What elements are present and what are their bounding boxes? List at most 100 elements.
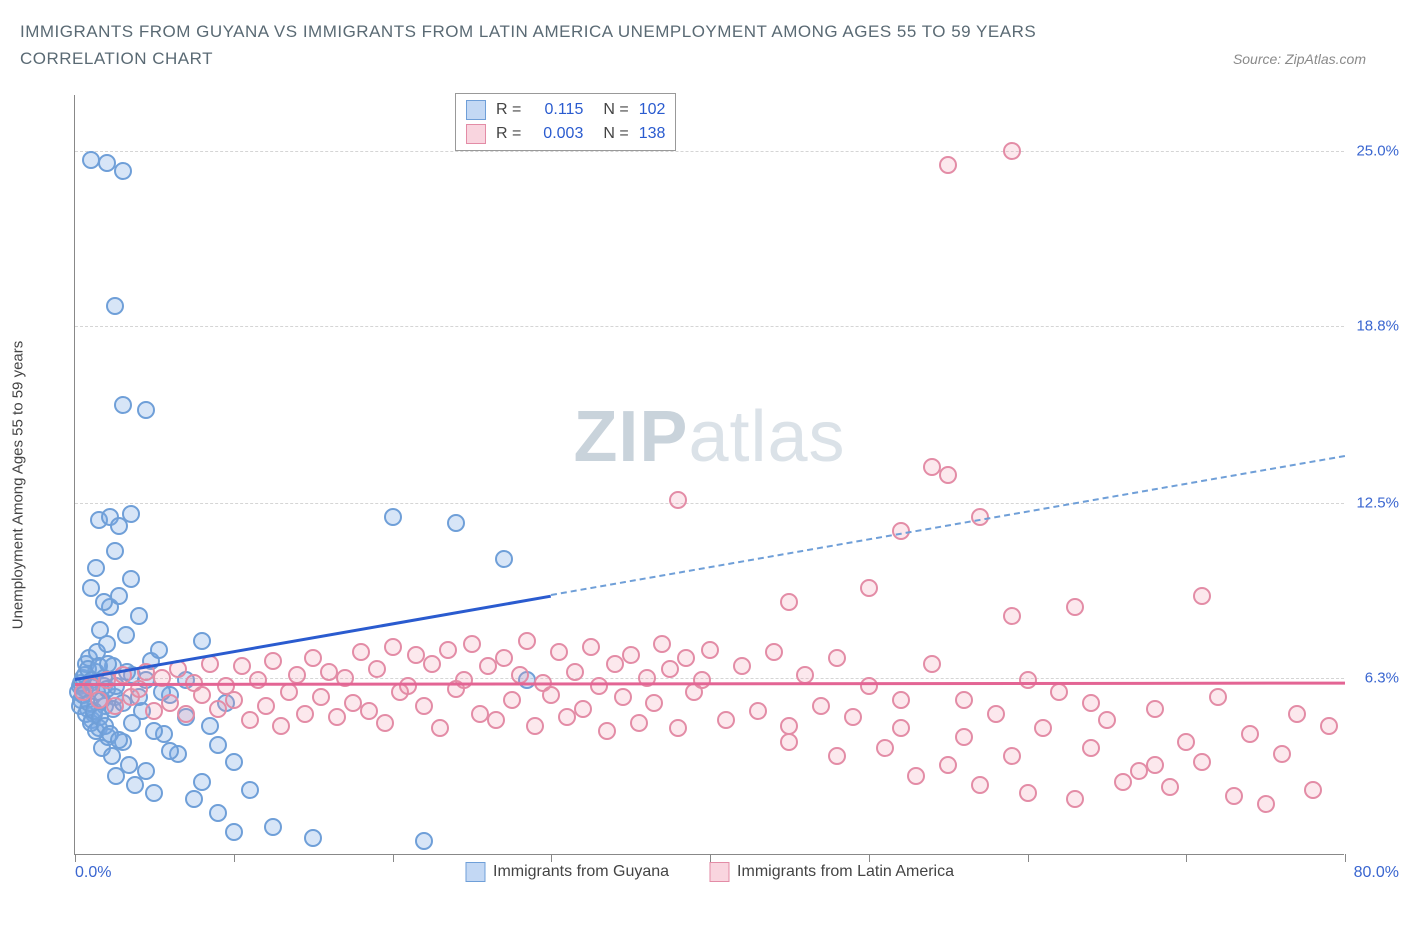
series-legend: Immigrants from Guyana Immigrants from La… [465, 862, 954, 882]
data-point [487, 711, 505, 729]
data-point [123, 714, 141, 732]
data-point [574, 700, 592, 718]
data-point [209, 736, 227, 754]
title-block: IMMIGRANTS FROM GUYANA VS IMMIGRANTS FRO… [0, 0, 1406, 72]
data-point [122, 570, 140, 588]
gridline [75, 326, 1344, 327]
data-point [1098, 711, 1116, 729]
data-point [447, 514, 465, 532]
data-point [1130, 762, 1148, 780]
data-point [733, 657, 751, 675]
chart-title-line2: CORRELATION CHART [20, 45, 213, 72]
data-point [272, 717, 290, 735]
data-point [479, 657, 497, 675]
data-point [622, 646, 640, 664]
data-point [526, 717, 544, 735]
data-point [82, 579, 100, 597]
n-value: 102 [639, 98, 666, 122]
data-point [264, 652, 282, 670]
r-value: 0.115 [531, 98, 583, 122]
legend-label: Immigrants from Guyana [493, 863, 669, 881]
data-point [312, 688, 330, 706]
data-point [923, 655, 941, 673]
data-point [939, 756, 957, 774]
data-point [701, 641, 719, 659]
legend-item: Immigrants from Latin America [709, 862, 954, 882]
x-tick [1028, 854, 1029, 862]
x-tick [710, 854, 711, 862]
data-point [780, 733, 798, 751]
data-point [185, 790, 203, 808]
data-point [987, 705, 1005, 723]
data-point [257, 697, 275, 715]
data-point [114, 396, 132, 414]
data-point [122, 505, 140, 523]
data-point [1003, 142, 1021, 160]
data-point [161, 694, 179, 712]
data-point [110, 587, 128, 605]
chart-container: Unemployment Among Ages 55 to 59 years Z… [48, 95, 1388, 875]
data-point [907, 767, 925, 785]
data-point [95, 593, 113, 611]
data-point [114, 162, 132, 180]
x-tick [393, 854, 394, 862]
trend-line [75, 682, 1345, 686]
data-point [209, 700, 227, 718]
data-point [542, 686, 560, 704]
r-label: R = [496, 98, 521, 122]
data-point [328, 708, 346, 726]
data-point [225, 691, 243, 709]
legend-swatch [465, 862, 485, 882]
legend-swatch [466, 124, 486, 144]
data-point [150, 641, 168, 659]
n-label: N = [603, 98, 628, 122]
data-point [1320, 717, 1338, 735]
data-point [423, 655, 441, 673]
data-point [1019, 671, 1037, 689]
x-tick [234, 854, 235, 862]
data-point [1241, 725, 1259, 743]
data-point [939, 156, 957, 174]
y-axis-label: Unemployment Among Ages 55 to 59 years [10, 341, 27, 630]
data-point [780, 593, 798, 611]
source-attribution: Source: ZipAtlas.com [1233, 51, 1386, 67]
data-point [518, 632, 536, 650]
data-point [860, 677, 878, 695]
x-tick [75, 854, 76, 862]
data-point [288, 666, 306, 684]
legend-label: Immigrants from Latin America [737, 863, 954, 881]
legend-swatch [709, 862, 729, 882]
data-point [1066, 790, 1084, 808]
x-tick [869, 854, 870, 862]
x-axis-max-label: 80.0% [1354, 864, 1399, 882]
data-point [296, 705, 314, 723]
data-point [955, 728, 973, 746]
data-point [241, 781, 259, 799]
data-point [550, 643, 568, 661]
watermark: ZIPatlas [573, 396, 845, 478]
x-tick [1186, 854, 1187, 862]
data-point [971, 776, 989, 794]
data-point [1146, 756, 1164, 774]
data-point [828, 649, 846, 667]
data-point [1082, 739, 1100, 757]
data-point [590, 677, 608, 695]
data-point [661, 660, 679, 678]
data-point [304, 649, 322, 667]
n-label: N = [603, 122, 628, 146]
data-point [193, 632, 211, 650]
data-point [130, 607, 148, 625]
data-point [1082, 694, 1100, 712]
data-point [1114, 773, 1132, 791]
data-point [1003, 747, 1021, 765]
data-point [582, 638, 600, 656]
data-point [352, 643, 370, 661]
gridline [75, 151, 1344, 152]
data-point [106, 542, 124, 560]
data-point [415, 832, 433, 850]
data-point [511, 666, 529, 684]
data-point [796, 666, 814, 684]
data-point [98, 154, 116, 172]
data-point [455, 671, 473, 689]
stats-legend-row: R = 0.115 N = 102 [466, 98, 665, 122]
